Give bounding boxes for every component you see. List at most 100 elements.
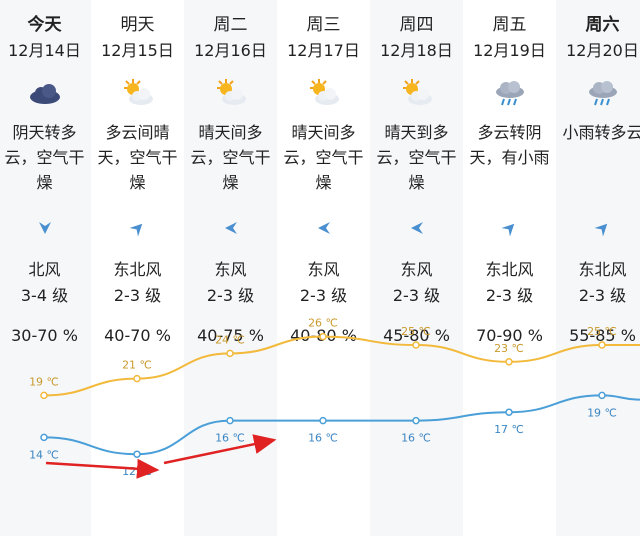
wind-direction-icon: [36, 219, 54, 237]
low-temp-point: [412, 416, 420, 425]
humidity: 45-80 %: [383, 326, 450, 345]
description-line: 燥: [408, 173, 425, 192]
description-line: 多云转阴: [477, 123, 542, 142]
low-temp-label: 17 ℃: [494, 423, 524, 436]
weather-description: 多云间晴天，空气干燥: [93, 120, 182, 195]
low-temp-label: 19 ℃: [587, 406, 617, 419]
humidity: 40-75 %: [197, 326, 264, 345]
humidity: 40-70 %: [104, 326, 171, 345]
high-temp-point: [226, 349, 234, 358]
description-line: 天，空气干: [97, 148, 178, 167]
day-date: 12月16日: [194, 41, 267, 60]
high-temp-label: 21 ℃: [122, 359, 152, 372]
rain-cloud-icon: [493, 78, 527, 108]
humidity: 30-70 %: [11, 326, 78, 345]
cloudy-icon: [28, 78, 62, 108]
day-name: 明天: [120, 15, 155, 35]
wind-direction-icon: [315, 219, 333, 237]
wind-level: 2-3 级: [206, 286, 255, 305]
description-line: 天，有小雨: [469, 148, 550, 167]
day-date: 12月15日: [101, 41, 174, 60]
weather-description: 小雨转多云: [558, 120, 640, 145]
day-name: 周三: [306, 15, 341, 35]
day-column: 明天 12月15日 多云间晴 天，空气干燥东北风 2-3 级 40-70 %: [91, 0, 184, 536]
low-temp-point: [505, 408, 513, 416]
description-line: 云，空气干: [376, 148, 457, 167]
wind-level: 2-3 级: [299, 286, 348, 305]
wind-level: 2-3 级: [485, 286, 534, 305]
description-line: 晴天间多: [198, 123, 263, 142]
weather-description: 晴天间多 云，空气干燥: [279, 120, 368, 195]
high-temp-label: 25 ℃: [587, 325, 617, 338]
low-temp-label: 16 ℃: [308, 432, 338, 445]
day-column: 周二 12月16日晴天间多 云，空气干燥东风 2-3 级 40-75 %: [184, 0, 277, 536]
low-temp-point: [133, 450, 141, 458]
annotation-arrow: [45, 458, 160, 479]
weather-description: 晴天到多云，空气干燥: [372, 120, 461, 195]
day-name: 今天: [27, 15, 62, 35]
day-column: 周六 12月20日小雨转多云东北风 2-3 级 55-85 %: [556, 0, 640, 536]
rain-cloud-icon: [586, 78, 620, 108]
day-column: 周五 12月19日 多云转阴天，有小雨东北风 2-3 级 70-90 %: [463, 0, 556, 536]
day-column: 今天 12月14日 阴天转多 云，空气干燥北风 3-4 级 30-70 %: [0, 0, 91, 536]
low-temp-line: [43, 394, 640, 456]
annotation-arrow: [163, 434, 277, 465]
day-date: 12月19日: [473, 41, 546, 60]
weather-description: 多云转阴天，有小雨: [465, 120, 554, 170]
description-line: 燥: [222, 173, 239, 192]
description-line: 燥: [315, 173, 332, 192]
wind-direction: 北风: [28, 260, 61, 279]
description-line: 多云间晴: [105, 123, 170, 142]
partly-sunny-icon: [400, 78, 434, 108]
day-name: 周五: [492, 15, 527, 35]
high-temp-point: [133, 374, 141, 383]
day-name: 周四: [399, 15, 434, 35]
partly-sunny-icon: [214, 78, 248, 108]
wind-direction-icon: [129, 219, 147, 237]
wind-direction: 东风: [307, 260, 340, 279]
wind-direction-icon: [408, 219, 426, 237]
wind-direction: 东北风: [485, 260, 534, 279]
wind-level: 2-3 级: [392, 286, 441, 305]
description-line: 燥: [36, 173, 53, 192]
high-temp-label: 26 ℃: [308, 317, 338, 330]
low-temp-label: 16 ℃: [215, 432, 245, 445]
description-line: 晴天到多: [384, 123, 449, 142]
low-temp-label: 14 ℃: [29, 448, 59, 461]
high-temp-point: [505, 358, 513, 366]
partly-sunny-icon: [307, 78, 341, 108]
description-line: 云，空气干: [4, 148, 85, 167]
day-name: 周二: [213, 15, 248, 35]
high-temp-point: [40, 391, 48, 400]
high-temp-point: [319, 332, 327, 341]
partly-sunny-icon: [121, 78, 155, 108]
weather-description: 阴天转多云，空气干燥: [0, 120, 89, 195]
wind-level: 2-3 级: [578, 286, 627, 305]
weather-description: 晴天间多 云，空气干燥: [186, 120, 275, 195]
high-temp-point: [412, 341, 420, 349]
description-line: 晴天间多: [291, 123, 356, 142]
day-column: 周四 12月18日 晴天到多云，空气干燥东风 2-3 级 45-80 %: [370, 0, 463, 536]
wind-direction: 东风: [214, 260, 247, 279]
low-temp-label: 16 ℃: [401, 432, 431, 445]
low-temp-point: [598, 391, 606, 400]
wind-direction-icon: [594, 219, 612, 237]
day-date: 12月18日: [380, 41, 453, 60]
humidity: 70-90 %: [476, 326, 543, 345]
description-line: 燥: [129, 173, 146, 192]
wind-direction: 东风: [400, 260, 433, 279]
high-temp-line: [43, 335, 640, 397]
low-temp-point: [319, 416, 327, 425]
high-temp-label: 23 ℃: [494, 342, 524, 355]
day-name: 周六: [585, 15, 620, 35]
wind-direction: 东北风: [578, 260, 627, 279]
day-date: 12月14日: [8, 41, 81, 60]
day-date: 12月17日: [287, 41, 360, 60]
wind-level: 2-3 级: [113, 286, 162, 305]
humidity: 55-85 %: [569, 326, 636, 345]
description-line: 阴天转多: [12, 123, 77, 142]
wind-direction-icon: [501, 219, 519, 237]
day-date: 12月20日: [566, 41, 639, 60]
high-temp-label: 19 ℃: [29, 375, 59, 388]
